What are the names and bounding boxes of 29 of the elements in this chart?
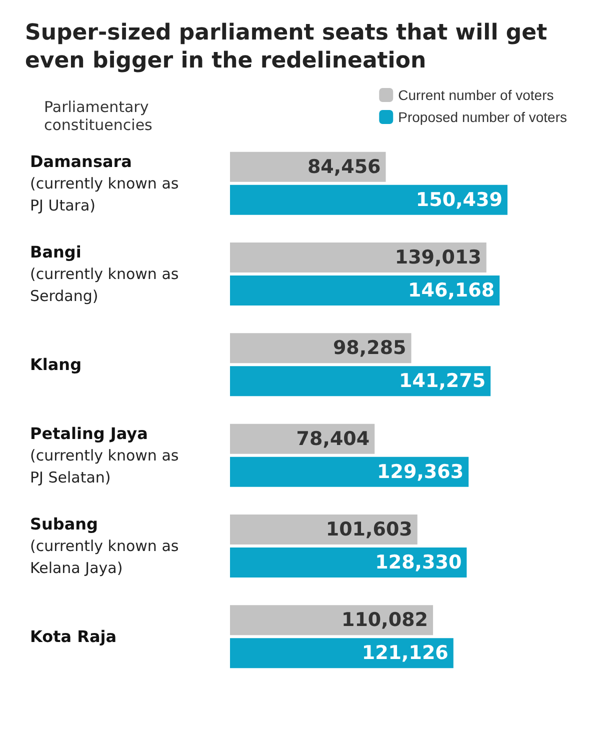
y-tick-label: Bangi (currently known as Serdang) (30, 242, 179, 305)
legend-label: Current number of voters (398, 87, 554, 103)
chart-title: Super-sized parliament seats that will get even bigger in the redelineation (25, 20, 555, 74)
data-label: 146,168 (408, 280, 495, 302)
data-label: 141,275 (399, 370, 486, 392)
bar (230, 276, 500, 306)
data-label: 84,456 (307, 156, 381, 178)
y-tick-label: Klang (30, 355, 82, 374)
bar (230, 366, 491, 396)
y-tick-label: Damansara (currently known as PJ Utara) (30, 152, 179, 214)
data-label: 78,404 (296, 428, 370, 450)
bar (230, 456, 469, 487)
y-tick-label: Subang (currently known as Kelana Jaya) (30, 514, 179, 577)
data-label: 110,082 (341, 609, 428, 632)
data-label: 121,126 (362, 642, 448, 664)
data-label: 101,603 (326, 518, 412, 540)
y-tick-label: Kota Raja (30, 627, 117, 646)
legend-label: Proposed number of voters (398, 109, 568, 125)
bar (230, 184, 508, 215)
bar (230, 548, 467, 578)
y-tick-label: Petaling Jaya (currently known as PJ Selatan) (30, 424, 179, 486)
data-label: 129,363 (377, 460, 464, 483)
bar (230, 638, 454, 668)
data-label: 98,285 (332, 337, 406, 360)
y-axis-title: Parliamentary constituencies (44, 98, 153, 134)
data-label: 139,013 (394, 246, 482, 268)
data-label: 150,439 (416, 188, 502, 211)
data-label: 128,330 (375, 552, 462, 574)
bar (230, 242, 486, 272)
